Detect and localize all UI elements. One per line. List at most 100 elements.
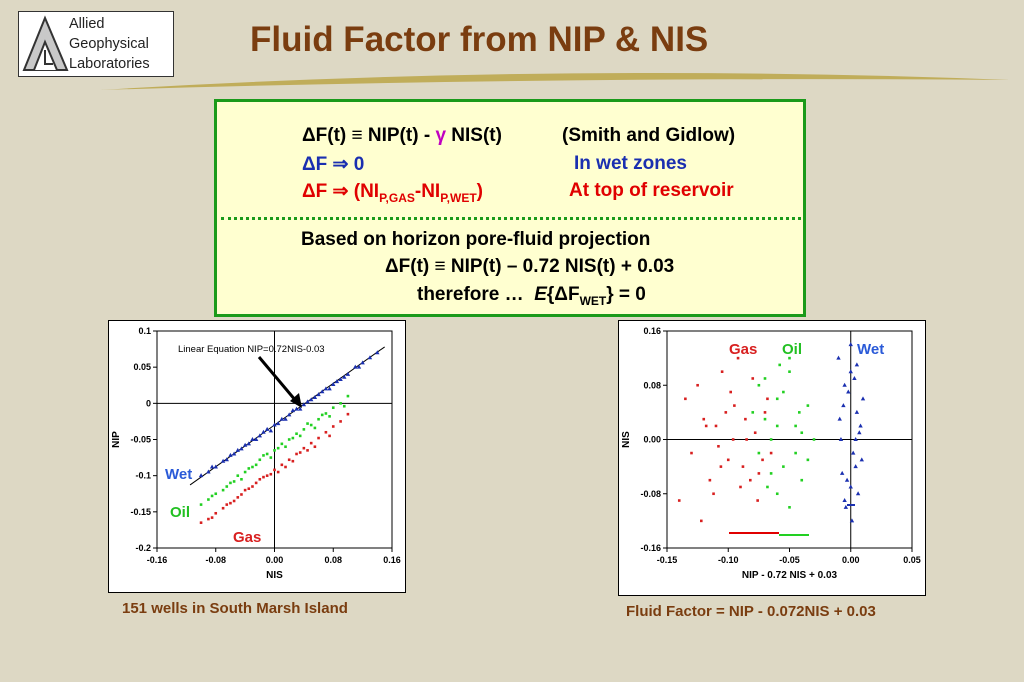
point-wet — [305, 399, 310, 404]
point-wet — [242, 442, 248, 447]
point-oil — [788, 506, 791, 509]
y-tick-label--0-08: -0.08 — [640, 489, 661, 499]
point-gas — [769, 451, 773, 455]
point-oil — [806, 458, 810, 462]
point-gas — [280, 463, 284, 467]
x-tick-label-0-16: 0.16 — [383, 555, 401, 565]
y-tick-label-0-1: 0.1 — [138, 326, 151, 336]
point-wet — [228, 452, 233, 457]
y-tick-label-0-00: 0.00 — [643, 435, 661, 445]
point-wet — [275, 421, 281, 426]
x-tick-label--0-05: -0.05 — [779, 555, 800, 565]
left-caption: 151 wells in South Marsh Island — [122, 600, 348, 617]
x-tick-label--0-08: -0.08 — [205, 555, 226, 565]
point-oil — [331, 406, 335, 409]
point-oil — [782, 390, 785, 394]
point-oil — [751, 411, 755, 414]
point-oil — [320, 413, 324, 417]
logo-mark-icon — [22, 15, 69, 71]
point-wet — [239, 446, 244, 451]
point-oil — [269, 456, 273, 459]
point-wet — [848, 369, 853, 374]
point-gas — [273, 468, 276, 472]
wet-zone-note: In wet zones — [574, 153, 687, 174]
point-wet — [356, 364, 362, 369]
point-gas — [761, 458, 764, 462]
point-gas — [229, 501, 232, 505]
point-gas — [317, 436, 320, 440]
point-gas — [744, 417, 747, 421]
point-oil — [280, 442, 284, 446]
legend-label-gas: Gas — [233, 529, 261, 546]
point-gas — [766, 397, 769, 401]
point-gas — [712, 492, 715, 496]
y-axis-label: NIP — [111, 431, 122, 448]
logo-line1: Allied — [69, 16, 105, 32]
y-axis-label: NIS — [621, 431, 632, 448]
point-gas — [731, 438, 735, 441]
point-wet — [206, 469, 211, 474]
y-tick-label--0-15: -0.15 — [130, 507, 151, 517]
point-wet — [838, 437, 844, 441]
point-wet — [342, 374, 347, 379]
point-gas — [729, 390, 732, 394]
point-wet — [268, 428, 274, 433]
point-gas — [677, 499, 681, 502]
point-wet — [853, 437, 858, 441]
point-oil — [240, 477, 243, 481]
equation-box: ΔF(t) ≡ NIP(t) - γ NIS(t) (Smith and Gid… — [214, 99, 806, 317]
point-gas — [749, 478, 752, 482]
point-wet — [250, 437, 255, 441]
point-oil — [778, 363, 781, 367]
point-oil — [265, 452, 269, 456]
gamma-symbol: γ — [435, 125, 447, 146]
point-wet — [253, 437, 259, 441]
point-oil — [306, 422, 309, 425]
point-oil — [769, 438, 773, 441]
point-gas — [287, 458, 291, 462]
point-oil — [243, 470, 247, 474]
point-gas — [331, 425, 335, 428]
point-gas — [313, 445, 317, 449]
point-wet — [367, 355, 373, 360]
series-gas — [199, 412, 350, 524]
point-oil — [757, 451, 761, 455]
right-caption: Fluid Factor = NIP - 0.072NIS + 0.03 — [626, 603, 876, 620]
point-oil — [775, 397, 779, 401]
point-oil — [775, 424, 779, 428]
y-tick-label--0-05: -0.05 — [130, 435, 151, 445]
point-wet — [836, 355, 841, 360]
point-gas — [276, 470, 280, 474]
point-oil — [328, 415, 331, 418]
point-wet — [261, 429, 266, 434]
point-oil — [346, 394, 350, 398]
page-title: Fluid Factor from NIP & NIS — [250, 20, 709, 59]
point-gas — [240, 493, 243, 496]
point-gas — [741, 465, 745, 468]
equation-line-1: ΔF(t) ≡ NIP(t) - γ NIS(t) — [302, 125, 502, 146]
nis-vs-fluid-factor-chart: 0.16 0.08 0.00 -0.08 -0.16 -0.15 -0.10 -0.05 0.0… — [621, 326, 921, 581]
point-gas — [302, 446, 306, 450]
y-tick-label-0: 0 — [146, 398, 151, 408]
point-wet — [858, 423, 863, 428]
point-wet — [841, 403, 846, 408]
point-wet — [345, 371, 351, 376]
point-oil — [769, 472, 773, 475]
left-chart-panel: 0.1 0.05 0 -0.05 -0.1 -0.15 -0.2 -0.16 -0.08 0.00… — [108, 320, 406, 593]
point-wet — [849, 518, 855, 523]
point-oil — [788, 356, 791, 360]
point-wet — [298, 406, 303, 411]
point-wet — [246, 441, 251, 446]
point-gas — [328, 434, 331, 438]
company-logo: Allied Geophysical Laboratories — [18, 11, 174, 77]
point-oil — [794, 451, 797, 455]
point-oil — [812, 438, 816, 441]
point-oil — [342, 404, 346, 408]
point-wet — [854, 362, 860, 367]
point-oil — [229, 481, 232, 485]
logo-line3: Laboratories — [69, 56, 150, 72]
point-wet — [198, 473, 204, 478]
point-oil — [317, 417, 320, 421]
point-gas — [284, 465, 287, 469]
legend-label-gas: Gas — [729, 341, 757, 358]
